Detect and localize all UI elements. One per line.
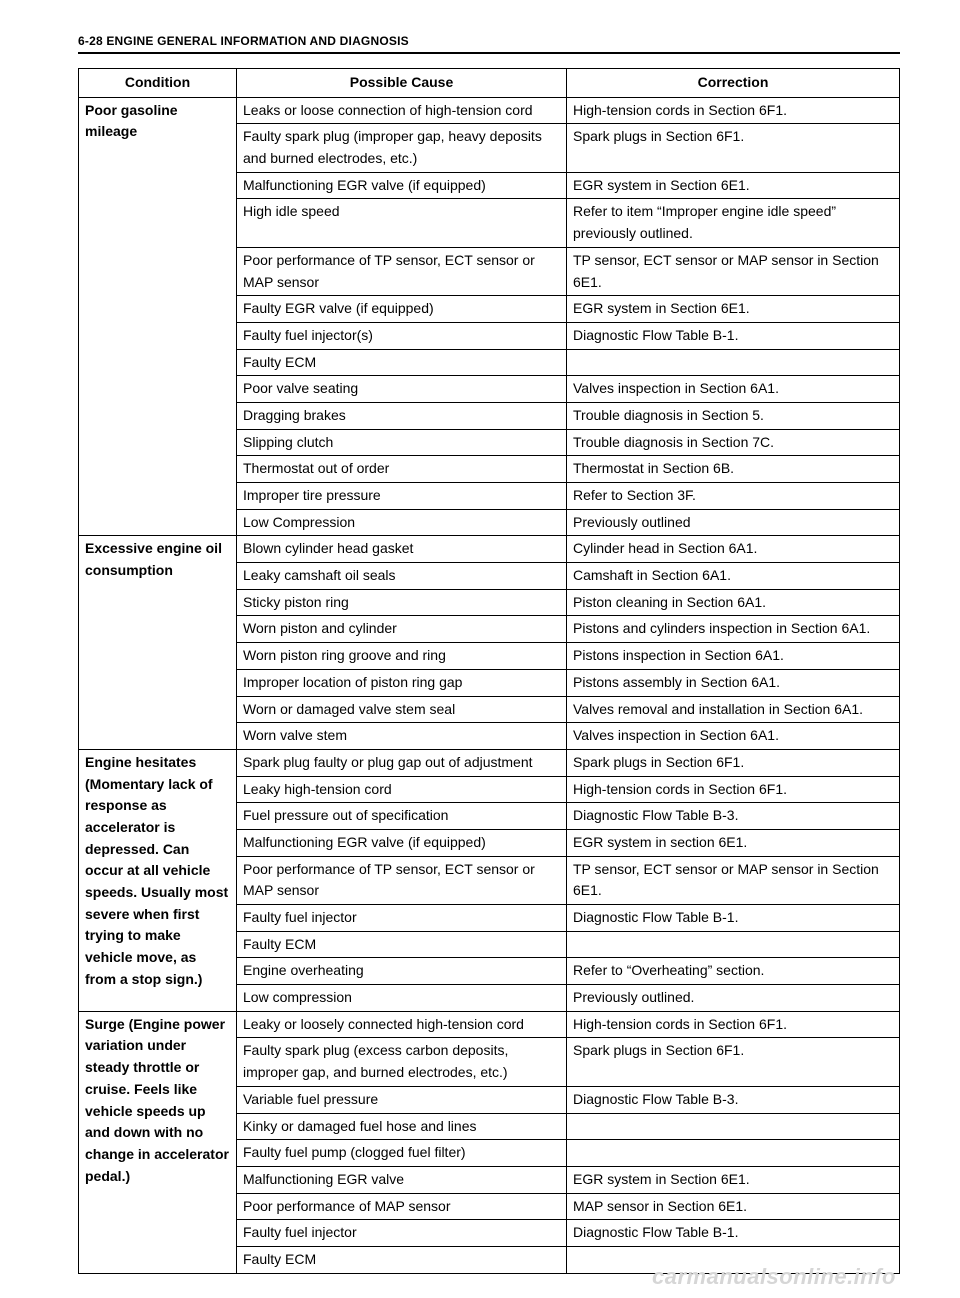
cell-cause: Improper tire pressure	[237, 483, 567, 510]
cell-cause: Worn or damaged valve stem seal	[237, 696, 567, 723]
cell-correction	[567, 1140, 900, 1167]
cell-correction: Pistons and cylinders inspection in Sect…	[567, 616, 900, 643]
table-body: Poor gasoline mileageLeaks or loose conn…	[79, 97, 900, 1273]
cell-cause: Worn valve stem	[237, 723, 567, 750]
cell-cause: Faulty fuel injector	[237, 905, 567, 932]
cell-correction: Spark plugs in Section 6F1.	[567, 1038, 900, 1086]
cell-correction	[567, 349, 900, 376]
cell-correction: Trouble diagnosis in Section 7C.	[567, 429, 900, 456]
cell-correction: Cylinder head in Section 6A1.	[567, 536, 900, 563]
cell-correction: Valves inspection in Section 6A1.	[567, 376, 900, 403]
page: 6-28 ENGINE GENERAL INFORMATION AND DIAG…	[0, 0, 960, 1298]
cell-correction: Camshaft in Section 6A1.	[567, 563, 900, 590]
diagnosis-table: Condition Possible Cause Correction Poor…	[78, 68, 900, 1274]
cell-cause: Malfunctioning EGR valve	[237, 1166, 567, 1193]
cell-cause: Poor performance of TP sensor, ECT senso…	[237, 247, 567, 295]
cell-correction: TP sensor, ECT sensor or MAP sensor in S…	[567, 856, 900, 904]
cell-correction: TP sensor, ECT sensor or MAP sensor in S…	[567, 247, 900, 295]
cell-correction: Pistons inspection in Section 6A1.	[567, 643, 900, 670]
cell-correction: Refer to Section 3F.	[567, 483, 900, 510]
table-row: Excessive engine oil consumptionBlown cy…	[79, 536, 900, 563]
cell-cause: Faulty ECM	[237, 1246, 567, 1273]
cell-correction: Thermostat in Section 6B.	[567, 456, 900, 483]
table-row: Surge (Engine power variation under stea…	[79, 1011, 900, 1038]
cell-cause: Faulty EGR valve (if equipped)	[237, 296, 567, 323]
cell-correction: Valves removal and installation in Secti…	[567, 696, 900, 723]
table-row: Poor gasoline mileageLeaks or loose conn…	[79, 97, 900, 124]
cell-correction: Trouble diagnosis in Section 5.	[567, 402, 900, 429]
cell-correction: EGR system in Section 6E1.	[567, 172, 900, 199]
cell-correction: Spark plugs in Section 6F1.	[567, 124, 900, 172]
cell-correction: Previously outlined	[567, 509, 900, 536]
cell-cause: Poor valve seating	[237, 376, 567, 403]
cell-cause: Malfunctioning EGR valve (if equipped)	[237, 172, 567, 199]
col-condition: Condition	[79, 69, 237, 98]
cell-correction: High-tension cords in Section 6F1.	[567, 776, 900, 803]
cell-cause: Faulty fuel injector(s)	[237, 322, 567, 349]
cell-correction: EGR system in Section 6E1.	[567, 296, 900, 323]
cell-correction: Diagnostic Flow Table B-3.	[567, 1086, 900, 1113]
cell-correction: High-tension cords in Section 6F1.	[567, 1011, 900, 1038]
cell-cause: Faulty fuel pump (clogged fuel filter)	[237, 1140, 567, 1167]
cell-cause: Malfunctioning EGR valve (if equipped)	[237, 829, 567, 856]
cell-cause: Worn piston ring groove and ring	[237, 643, 567, 670]
cell-cause: Blown cylinder head gasket	[237, 536, 567, 563]
cell-cause: Low compression	[237, 985, 567, 1012]
cell-condition: Surge (Engine power variation under stea…	[79, 1011, 237, 1273]
cell-cause: Fuel pressure out of specification	[237, 803, 567, 830]
cell-correction: Previously outlined.	[567, 985, 900, 1012]
watermark: carmanualsonline.info	[652, 1264, 896, 1290]
cell-cause: Thermostat out of order	[237, 456, 567, 483]
cell-cause: Poor performance of TP sensor, ECT senso…	[237, 856, 567, 904]
cell-correction: Diagnostic Flow Table B-1.	[567, 905, 900, 932]
cell-cause: Spark plug faulty or plug gap out of adj…	[237, 749, 567, 776]
cell-correction	[567, 1113, 900, 1140]
cell-cause: Low Compression	[237, 509, 567, 536]
cell-cause: Faulty ECM	[237, 931, 567, 958]
cell-cause: Faulty fuel injector	[237, 1220, 567, 1247]
cell-correction: EGR system in section 6E1.	[567, 829, 900, 856]
cell-cause: Leaks or loose connection of high-tensio…	[237, 97, 567, 124]
cell-correction: Refer to item “Improper engine idle spee…	[567, 199, 900, 247]
cell-cause: Variable fuel pressure	[237, 1086, 567, 1113]
cell-cause: Leaky or loosely connected high-tension …	[237, 1011, 567, 1038]
cell-cause: Engine overheating	[237, 958, 567, 985]
cell-condition: Poor gasoline mileage	[79, 97, 237, 536]
cell-cause: Faulty ECM	[237, 349, 567, 376]
cell-cause: Leaky high-tension cord	[237, 776, 567, 803]
cell-correction: Spark plugs in Section 6F1.	[567, 749, 900, 776]
cell-condition: Engine hesitates (Momentary lack of resp…	[79, 749, 237, 1011]
col-correction: Correction	[567, 69, 900, 98]
col-cause: Possible Cause	[237, 69, 567, 98]
cell-cause: Poor performance of MAP sensor	[237, 1193, 567, 1220]
header-rule	[78, 52, 900, 54]
cell-cause: Sticky piston ring	[237, 589, 567, 616]
cell-correction: Valves inspection in Section 6A1.	[567, 723, 900, 750]
cell-cause: Slipping clutch	[237, 429, 567, 456]
cell-correction: Diagnostic Flow Table B-3.	[567, 803, 900, 830]
cell-cause: High idle speed	[237, 199, 567, 247]
table-head: Condition Possible Cause Correction	[79, 69, 900, 98]
cell-correction: Pistons assembly in Section 6A1.	[567, 669, 900, 696]
cell-cause: Worn piston and cylinder	[237, 616, 567, 643]
table-header-row: Condition Possible Cause Correction	[79, 69, 900, 98]
cell-cause: Kinky or damaged fuel hose and lines	[237, 1113, 567, 1140]
cell-cause: Dragging brakes	[237, 402, 567, 429]
cell-correction: EGR system in Section 6E1.	[567, 1166, 900, 1193]
table-row: Engine hesitates (Momentary lack of resp…	[79, 749, 900, 776]
cell-correction: Diagnostic Flow Table B-1.	[567, 1220, 900, 1247]
cell-correction	[567, 931, 900, 958]
cell-correction: High-tension cords in Section 6F1.	[567, 97, 900, 124]
cell-cause: Faulty spark plug (excess carbon deposit…	[237, 1038, 567, 1086]
cell-cause: Improper location of piston ring gap	[237, 669, 567, 696]
cell-correction: MAP sensor in Section 6E1.	[567, 1193, 900, 1220]
cell-cause: Faulty spark plug (improper gap, heavy d…	[237, 124, 567, 172]
cell-condition: Excessive engine oil consumption	[79, 536, 237, 750]
cell-correction: Refer to “Overheating” section.	[567, 958, 900, 985]
page-header: 6-28 ENGINE GENERAL INFORMATION AND DIAG…	[78, 34, 900, 48]
cell-cause: Leaky camshaft oil seals	[237, 563, 567, 590]
cell-correction: Diagnostic Flow Table B-1.	[567, 322, 900, 349]
cell-correction: Piston cleaning in Section 6A1.	[567, 589, 900, 616]
